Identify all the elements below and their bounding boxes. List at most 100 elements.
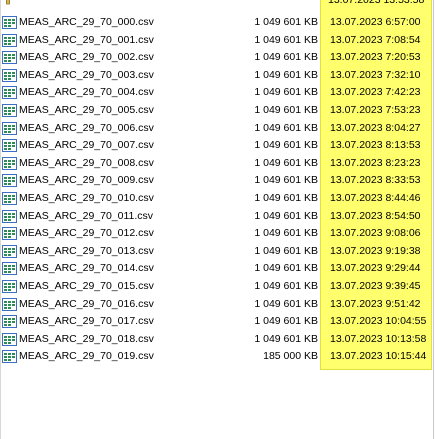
file-row[interactable]: MEAS_ARC_29_70_013.csv 1 049 601 KB 13.07.…	[0, 243, 436, 260]
file-modified-date: 13.07.2023 9:19:38	[330, 244, 421, 257]
file-row[interactable]: MEAS_ARC_29_70_010.csv 1 049 601 KB 13.07.…	[0, 190, 436, 207]
file-row[interactable]: MEAS_ARC_29_70_018.csv 1 049 601 KB 13.07.…	[0, 331, 436, 348]
file-size: 1 049 601 KB	[254, 51, 318, 64]
file-size: 185 000 KB	[263, 350, 318, 363]
file-size: 1 049 601 KB	[254, 227, 318, 240]
left-border	[0, 0, 1, 439]
top-row-date: 13.07.2023 13:53:58	[328, 0, 425, 6]
file-name: MEAS_ARC_29_70_004.csv	[19, 86, 154, 99]
file-row[interactable]: MEAS_ARC_29_70_000.csv 1 049 601 KB 13.07.…	[0, 14, 436, 31]
file-name: MEAS_ARC_29_70_005.csv	[19, 104, 154, 116]
file-size: 1 049 601 KB	[254, 315, 318, 328]
file-row[interactable]: MEAS_ARC_29_70_001.csv 1 049 601 KB 13.07.…	[0, 32, 436, 49]
file-modified-date: 13.07.2023 9:29:44	[330, 262, 421, 275]
file-size: 1 049 601 KB	[254, 244, 318, 257]
file-size: 1 049 601 KB	[254, 121, 318, 134]
csv-file-icon	[2, 262, 17, 276]
csv-file-icon	[2, 16, 17, 29]
file-modified-date: 13.07.2023 9:51:42	[330, 297, 421, 310]
csv-file-icon	[2, 350, 17, 364]
file-name: MEAS_ARC_29_70_002.csv	[19, 51, 154, 64]
file-row[interactable]: MEAS_ARC_29_70_015.csv 1 049 601 KB 13.07.…	[0, 278, 436, 295]
file-row[interactable]: MEAS_ARC_29_70_005.csv 1 049 601 KB 13.07.…	[0, 102, 436, 119]
file-size: 1 049 601 KB	[254, 332, 318, 345]
file-size: 1 049 601 KB	[254, 174, 318, 187]
file-name: MEAS_ARC_29_70_010.csv	[19, 192, 154, 204]
file-name: MEAS_ARC_29_70_011.csv	[19, 209, 154, 222]
csv-file-icon	[2, 280, 17, 293]
file-name: MEAS_ARC_29_70_003.csv	[19, 68, 154, 81]
file-size: 1 049 601 KB	[254, 156, 318, 169]
csv-file-icon	[2, 192, 17, 205]
file-name: MEAS_ARC_29_70_017.csv	[19, 315, 154, 328]
file-row[interactable]: MEAS_ARC_29_70_004.csv 1 049 601 KB 13.07.…	[0, 84, 436, 101]
date-column-highlight	[320, 0, 432, 370]
file-row[interactable]: MEAS_ARC_29_70_014.csv 1 049 601 KB 13.07.…	[0, 260, 436, 277]
file-modified-date: 13.07.2023 7:08:54	[330, 33, 421, 46]
csv-file-icon	[2, 209, 17, 223]
file-name: MEAS_ARC_29_70_006.csv	[19, 121, 154, 134]
file-size: 1 049 601 KB	[254, 68, 318, 81]
csv-file-icon	[2, 244, 17, 258]
file-row[interactable]: MEAS_ARC_29_70_012.csv 1 049 601 KB 13.07.…	[0, 225, 436, 242]
file-size: 1 049 601 KB	[254, 192, 318, 204]
file-row[interactable]: MEAS_ARC_29_70_017.csv 1 049 601 KB 13.07.…	[0, 313, 436, 330]
file-name: MEAS_ARC_29_70_000.csv	[19, 16, 154, 28]
file-size: 1 049 601 KB	[254, 86, 318, 99]
file-modified-date: 13.07.2023 9:08:06	[330, 227, 421, 240]
file-name: MEAS_ARC_29_70_001.csv	[19, 33, 154, 46]
file-modified-date: 13.07.2023 8:33:53	[330, 174, 421, 187]
parent-folder-row[interactable]: 13.07.2023 13:53:58	[0, 0, 436, 7]
file-name: MEAS_ARC_29_70_013.csv	[19, 244, 154, 257]
file-size: 1 049 601 KB	[254, 139, 318, 152]
file-modified-date: 13.07.2023 8:54:50	[330, 209, 421, 222]
csv-file-icon	[2, 51, 17, 65]
file-row[interactable]: MEAS_ARC_29_70_003.csv 1 049 601 KB 13.07.…	[0, 67, 436, 84]
file-modified-date: 13.07.2023 10:13:58	[330, 332, 427, 345]
file-row[interactable]: MEAS_ARC_29_70_009.csv 1 049 601 KB 13.07.…	[0, 172, 436, 189]
file-name: MEAS_ARC_29_70_007.csv	[19, 139, 154, 152]
file-row[interactable]: MEAS_ARC_29_70_019.csv 185 000 KB 13.07.20…	[0, 348, 436, 365]
csv-file-icon	[2, 332, 17, 346]
file-size: 1 049 601 KB	[254, 280, 318, 292]
file-name: MEAS_ARC_29_70_009.csv	[19, 174, 154, 187]
csv-file-icon	[2, 86, 17, 100]
csv-file-icon	[2, 315, 17, 329]
file-modified-date: 13.07.2023 10:15:44	[330, 350, 427, 363]
csv-file-icon	[2, 297, 17, 311]
csv-file-icon	[2, 139, 17, 153]
file-name: MEAS_ARC_29_70_014.csv	[19, 262, 154, 275]
file-size: 1 049 601 KB	[254, 209, 318, 222]
file-row[interactable]: MEAS_ARC_29_70_008.csv 1 049 601 KB 13.07.…	[0, 155, 436, 172]
file-row[interactable]: MEAS_ARC_29_70_007.csv 1 049 601 KB 13.07.…	[0, 137, 436, 154]
file-name: MEAS_ARC_29_70_016.csv	[19, 297, 154, 310]
file-row[interactable]: MEAS_ARC_29_70_011.csv 1 049 601 KB 13.07.…	[0, 208, 436, 225]
csv-file-icon	[2, 68, 17, 82]
csv-file-icon	[2, 156, 17, 170]
right-divider	[433, 0, 434, 439]
file-modified-date: 13.07.2023 7:42:23	[330, 86, 421, 99]
file-modified-date: 13.07.2023 8:04:27	[330, 121, 421, 134]
file-size: 1 049 601 KB	[254, 104, 318, 116]
file-modified-date: 13.07.2023 8:13:53	[330, 139, 421, 152]
file-modified-date: 13.07.2023 7:53:23	[330, 104, 421, 116]
csv-file-icon	[2, 174, 17, 188]
file-name: MEAS_ARC_29_70_015.csv	[19, 280, 154, 292]
file-row[interactable]: MEAS_ARC_29_70_016.csv 1 049 601 KB 13.07.…	[0, 296, 436, 313]
file-name: MEAS_ARC_29_70_012.csv	[19, 227, 154, 240]
file-name: MEAS_ARC_29_70_019.csv	[19, 350, 154, 363]
file-modified-date: 13.07.2023 9:39:45	[330, 280, 421, 292]
file-size: 1 049 601 KB	[254, 262, 318, 275]
file-modified-date: 13.07.2023 6:57:00	[330, 16, 421, 28]
file-modified-date: 13.07.2023 8:23:23	[330, 156, 421, 169]
file-name: MEAS_ARC_29_70_008.csv	[19, 156, 154, 169]
file-modified-date: 13.07.2023 7:20:53	[330, 51, 421, 64]
csv-file-icon	[2, 104, 17, 117]
folder-up-icon	[6, 0, 10, 5]
file-row[interactable]: MEAS_ARC_29_70_006.csv 1 049 601 KB 13.07.…	[0, 120, 436, 137]
file-modified-date: 13.07.2023 8:44:46	[330, 192, 421, 204]
file-size: 1 049 601 KB	[254, 297, 318, 310]
file-modified-date: 13.07.2023 7:32:10	[330, 68, 421, 81]
file-row[interactable]: MEAS_ARC_29_70_002.csv 1 049 601 KB 13.07.…	[0, 49, 436, 66]
